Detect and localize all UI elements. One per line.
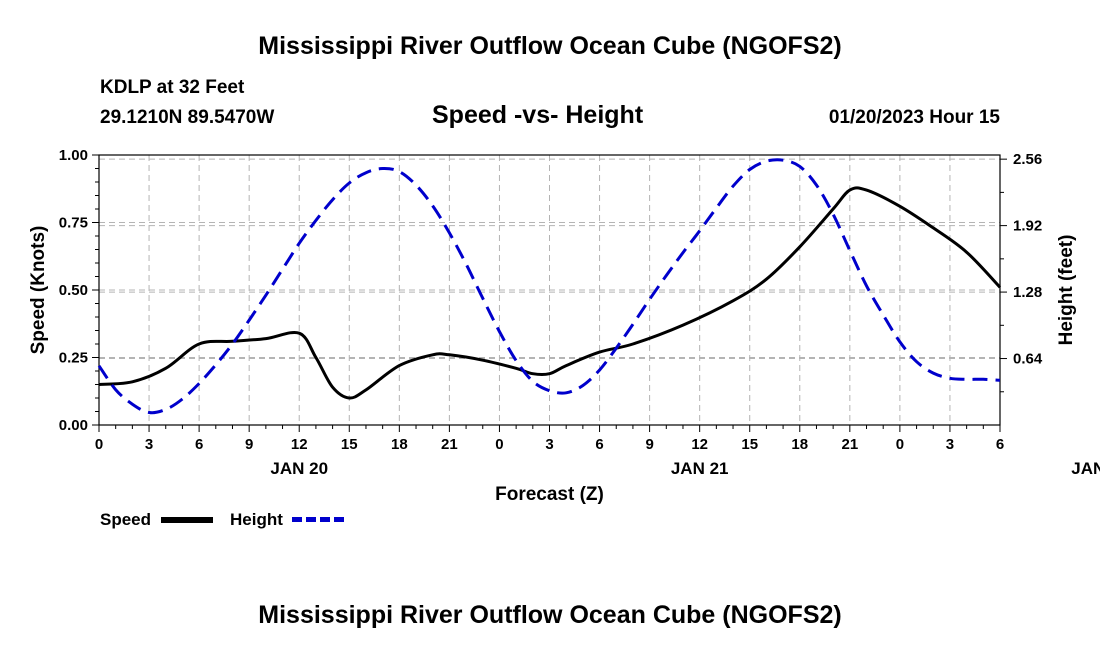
speed-height-chart: 0 3 6 9 12 15 18 21 0 3 6 9 12 15 18 21 0 3 6 JAN 20 JAN 21 J… — [28, 147, 1100, 505]
station-label: KDLP at 32 Feet — [100, 77, 245, 98]
x-tick-label: 21 — [841, 436, 858, 453]
x-axis-title: Forecast (Z) — [495, 484, 604, 505]
y2-tick-label: 1.92 — [1013, 218, 1042, 235]
series-layer — [97, 158, 1002, 415]
y-tick-label: 0.50 — [59, 282, 88, 299]
y-tick-label: 1.00 — [59, 147, 88, 164]
x-tick-label: 3 — [145, 436, 153, 453]
chart-subtitle: Speed -vs- Height — [432, 101, 644, 129]
y-tick-label: 0.75 — [59, 215, 88, 232]
x-tick-label: 3 — [946, 436, 954, 453]
height-series-line — [97, 158, 1001, 415]
y-tick-label: 0.25 — [59, 350, 88, 367]
x-tick-label: 18 — [791, 436, 808, 453]
y-tick-label: 0.00 — [59, 417, 88, 434]
x-tick-label: 15 — [341, 436, 358, 453]
x-tick-label: 15 — [741, 436, 758, 453]
x-tick-label: 6 — [195, 436, 203, 453]
x-tick-label: 9 — [645, 436, 653, 453]
x-tick-label: 21 — [441, 436, 458, 453]
legend-height-label: Height — [230, 510, 283, 529]
legend-speed-swatch — [161, 517, 213, 523]
x-tick-label: 12 — [691, 436, 708, 453]
grid-layer — [99, 155, 1000, 425]
y2-axis-title: Height (feet) — [1056, 235, 1077, 346]
x-tick-label: 0 — [896, 436, 904, 453]
footer-title: Mississippi River Outflow Ocean Cube (NG… — [258, 601, 842, 629]
y2-tick-label: 2.56 — [1013, 151, 1042, 168]
x-tick-label: 6 — [996, 436, 1004, 453]
legend-height-swatch — [292, 517, 344, 522]
forecast-datetime: 01/20/2023 Hour 15 — [828, 107, 1000, 128]
x-tick-label: 18 — [391, 436, 408, 453]
station-coordinates: 29.1210N 89.5470W — [100, 107, 275, 128]
y2-tick-label: 0.64 — [1013, 351, 1043, 368]
x-tick-label: 0 — [495, 436, 503, 453]
date-label: JAN 20 — [270, 459, 328, 478]
date-label: JAN 21 — [671, 459, 729, 478]
x-tick-label: 3 — [545, 436, 553, 453]
axis-layer: 0 3 6 9 12 15 18 21 0 3 6 9 12 15 18 21 0 3 6 JAN 20 JAN 21 J… — [59, 147, 1100, 478]
date-label: JAN 22 — [1071, 459, 1100, 478]
x-tick-label: 6 — [595, 436, 603, 453]
legend-speed-label: Speed — [100, 510, 152, 529]
chart-main-title: Mississippi River Outflow Ocean Cube (NG… — [258, 32, 842, 60]
x-tick-label: 0 — [95, 436, 103, 453]
y-axis-title: Speed (Knots) — [28, 226, 49, 355]
y2-tick-label: 1.28 — [1013, 284, 1042, 301]
x-tick-label: 9 — [245, 436, 253, 453]
x-tick-label: 12 — [291, 436, 308, 453]
